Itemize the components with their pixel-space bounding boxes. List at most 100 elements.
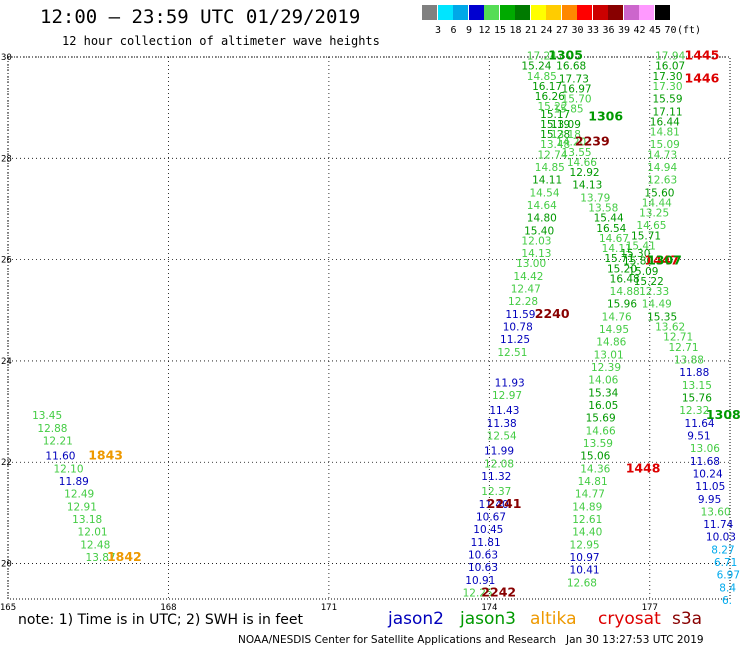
swh-value: 15.22 bbox=[634, 276, 664, 288]
legend-label: 24 bbox=[540, 25, 553, 36]
legend-label: 15 bbox=[493, 25, 507, 36]
swh-value: 14.64 bbox=[527, 200, 557, 212]
legend-label: 12 bbox=[478, 25, 491, 36]
legend-swatch bbox=[422, 5, 437, 20]
swh-value: 10.78 bbox=[503, 322, 533, 334]
swh-value: 14.77 bbox=[575, 489, 605, 501]
swh-value: 16.07 bbox=[655, 61, 685, 73]
pass-time-label: 1843 bbox=[88, 448, 123, 463]
x-tick-label: 165 bbox=[0, 603, 16, 613]
swh-value: 12.03 bbox=[521, 235, 551, 247]
swh-value: 11.38 bbox=[487, 418, 517, 430]
swh-value: 14.80 bbox=[527, 213, 557, 225]
swh-value: 14.73 bbox=[647, 149, 677, 161]
swh-value: 14.11 bbox=[602, 243, 632, 255]
swh-value: 12.28 bbox=[508, 296, 538, 308]
y-tick-label: 22 bbox=[1, 458, 12, 468]
swh-points: 17.2415.2414.8516.1716.2615.2215.1715.19… bbox=[32, 51, 740, 608]
swh-value: 12.37 bbox=[481, 486, 511, 498]
swh-value: 16.26 bbox=[535, 91, 565, 103]
swh-value: 12.51 bbox=[497, 347, 527, 359]
swh-value: 15.35 bbox=[647, 311, 677, 323]
swh-value: 11.60 bbox=[45, 451, 75, 463]
legend-swatch bbox=[515, 5, 530, 20]
legend-swatch bbox=[499, 5, 515, 20]
swh-value: 15.40 bbox=[524, 225, 554, 237]
swh-value: 14.76 bbox=[602, 311, 632, 323]
swh-value: 15.30 bbox=[620, 248, 650, 260]
swh-value: 14.65 bbox=[636, 220, 666, 232]
swh-value: 15.76 bbox=[682, 392, 712, 404]
swh-value: 13.62 bbox=[655, 322, 685, 334]
pass-time-label: 2239 bbox=[575, 134, 610, 149]
legend-swatch bbox=[592, 5, 608, 20]
legend-label: 45 bbox=[648, 25, 662, 36]
swh-value: 11.99 bbox=[484, 446, 514, 458]
swh-value: 12.25 bbox=[463, 587, 493, 599]
swh-value: 13.06 bbox=[690, 443, 720, 455]
swh-value: 13.18 bbox=[551, 129, 581, 141]
swh-value: 15.96 bbox=[607, 299, 637, 311]
swh-value: 12.91 bbox=[67, 501, 97, 513]
swh-value: 15.60 bbox=[644, 187, 674, 199]
swh-value: 14.86 bbox=[596, 337, 626, 349]
swh-value: 10.63 bbox=[468, 562, 498, 574]
swh-value: 12.08 bbox=[484, 458, 514, 470]
swh-value: 14.36 bbox=[580, 463, 610, 475]
swh-value: 14.11 bbox=[532, 175, 562, 187]
swh-value: 12.01 bbox=[78, 527, 108, 539]
swh-value: 12.49 bbox=[64, 489, 94, 501]
swh-value: 15.22 bbox=[537, 101, 567, 113]
pass-time-label: 1445 bbox=[685, 48, 720, 63]
swh-value: 14.81 bbox=[578, 476, 608, 488]
pass-time-label: 1306 bbox=[588, 108, 623, 123]
swh-value: 13.00 bbox=[516, 258, 546, 270]
pass-time-label: 1842 bbox=[107, 549, 142, 564]
swh-value: 13.59 bbox=[583, 438, 613, 450]
y-tick-label: 24 bbox=[1, 357, 12, 367]
satellite-jason3: jason3 bbox=[460, 609, 516, 629]
legend-label: 42 bbox=[633, 25, 646, 36]
swh-value: 14.66 bbox=[567, 157, 597, 169]
swh-value: 10.45 bbox=[473, 524, 503, 536]
pass-labels: 1305 1306 2239 2240 2241 2242 1445 1446 14471307… bbox=[88, 48, 740, 600]
swh-value: 11.40 bbox=[479, 499, 509, 511]
swh-value: 14.66 bbox=[586, 425, 616, 437]
legend-label: 21 bbox=[524, 25, 538, 36]
pass-time-label: 1448 bbox=[626, 460, 661, 475]
swh-value: 17.30 bbox=[652, 71, 682, 83]
swh-value: 17.11 bbox=[652, 106, 682, 118]
legend-swatch bbox=[546, 5, 561, 20]
legend-swatch bbox=[654, 5, 670, 20]
legend-label: 9 bbox=[465, 25, 473, 36]
swh-value: 14.40 bbox=[572, 527, 602, 539]
pass-time-label: 1446 bbox=[685, 70, 720, 85]
swh-value: 10.03 bbox=[706, 532, 736, 544]
pass-time-label: 2242 bbox=[481, 584, 516, 599]
swh-value: 12.92 bbox=[570, 167, 600, 179]
swh-value: 15.41 bbox=[626, 240, 656, 252]
swh-value: 13.01 bbox=[594, 349, 624, 361]
swh-value: 12.61 bbox=[572, 514, 602, 526]
swh-value: 16.54 bbox=[596, 223, 626, 235]
swh-value: 13.45 bbox=[32, 410, 62, 422]
swh-value: 14.44 bbox=[642, 197, 672, 209]
satellite-cryosat: cryosat bbox=[598, 609, 661, 629]
swh-value: 13.60 bbox=[701, 506, 731, 518]
swh-value: 15.70 bbox=[562, 94, 592, 106]
swh-value: 14.85 bbox=[527, 71, 557, 83]
legend-label: 70 bbox=[664, 25, 677, 36]
swh-value: 15.85 bbox=[554, 104, 584, 116]
swh-value: 16.68 bbox=[556, 61, 586, 73]
legend-label: 33 bbox=[586, 25, 600, 36]
legend-label: 39 bbox=[617, 25, 631, 36]
swh-value: 11.59 bbox=[505, 309, 535, 321]
swh-value: 14.49 bbox=[642, 299, 672, 311]
swh-value: 15.20 bbox=[607, 263, 637, 275]
swh-value: 11.88 bbox=[679, 367, 709, 379]
swh-value: 15.09 bbox=[628, 266, 658, 278]
legend-swatch bbox=[561, 5, 577, 20]
grid-lines bbox=[7, 56, 730, 599]
swh-value: 14.42 bbox=[513, 271, 543, 283]
swh-value: 15.06 bbox=[580, 451, 610, 463]
